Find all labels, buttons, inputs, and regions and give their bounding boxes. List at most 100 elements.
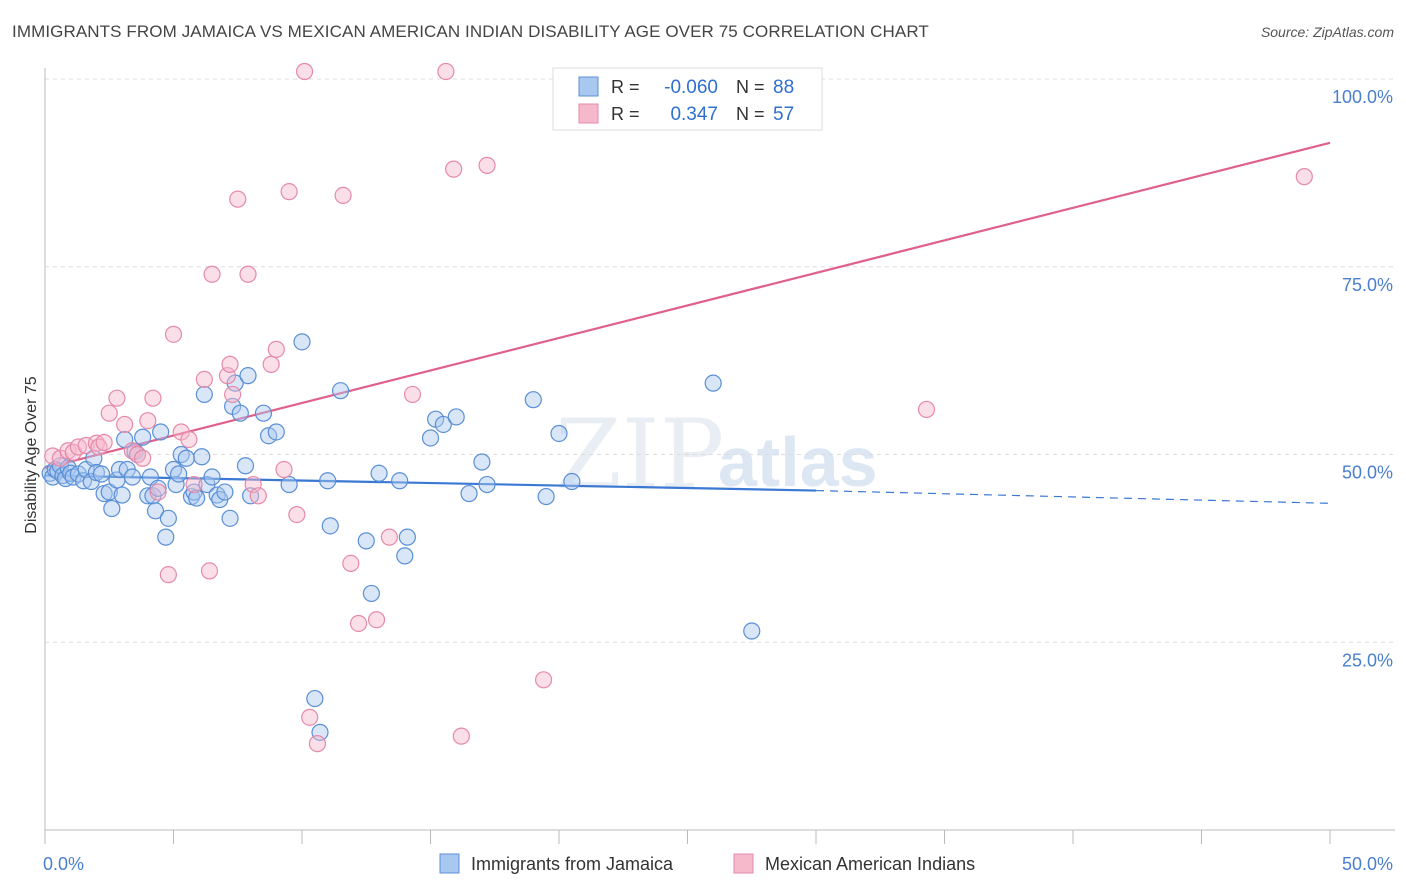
mexican-point-23 [195,370,213,388]
stats-legend: R = -0.060 N = 88 R = 0.347 N = 57 [552,67,823,131]
legend-n-label-1: N = [736,77,765,97]
jamaica-point-72 [391,472,409,490]
mexican-point-16 [144,389,162,407]
mexican-point-35 [275,460,293,479]
jamaica-point-77 [434,415,452,434]
jamaica-point-82 [524,391,542,409]
jamaica-point-79 [460,484,478,503]
jamaica-point-38 [167,475,185,494]
jamaica-point-32 [146,502,165,520]
legend-r-value-1: -0.060 [664,77,718,98]
jamaica-point-48 [203,468,221,486]
legend-swatch-pink [578,103,599,124]
mexican-point-34 [267,340,285,358]
jamaica-point-25 [123,468,141,486]
mexican-trend-line [44,141,1331,470]
mexican-point-42 [342,554,360,572]
legend-n-label-2: N = [736,104,765,124]
jamaica-point-73 [396,547,414,565]
jamaica-point-87 [743,622,761,640]
jamaica-point-86 [704,374,722,392]
jamaica-point-66 [319,472,337,490]
jamaica-point-78 [447,408,465,426]
jamaica-point-28 [134,428,152,446]
mexican-point-40 [308,735,327,753]
jamaica-point-68 [331,382,350,400]
mexican-point-24 [200,562,219,580]
mexican-point-19 [164,325,183,343]
jamaica-point-67 [321,517,339,535]
mexican-point-31 [244,475,262,494]
y-axis-label: Disability Age Over 75 [23,376,40,534]
jamaica-point-41 [177,449,195,467]
jamaica-point-36 [159,509,177,527]
series-legend-label-2: Mexican American Indians [765,854,975,874]
legend-r-value-2: 0.347 [670,104,718,125]
mexican-point-33 [262,355,280,373]
jamaica-point-44 [188,489,206,507]
mexican-point-37 [288,505,306,524]
jamaica-point-19 [103,499,121,518]
mexican-point-51 [534,671,553,689]
mexican-point-46 [403,385,422,404]
data-points [41,62,1313,753]
mexican-point-28 [224,385,242,404]
jamaica-point-34 [152,423,170,441]
legend-n-value-1: 88 [773,77,794,98]
jamaica-point-84 [550,424,568,443]
jamaica-point-57 [239,367,257,385]
mexican-point-32 [249,487,267,505]
mexican-point-30 [239,265,257,283]
y-tick-label-50: 50.0% [1342,463,1393,483]
jamaica-point-59 [254,404,273,422]
jamaica-point-39 [170,465,188,483]
mexican-point-17 [149,483,167,501]
jamaica-point-65 [311,723,329,741]
mexican-point-43 [349,614,368,633]
mexican-point-22 [185,475,203,494]
series-legend-swatch-pink [733,853,754,874]
axes [44,68,1395,844]
mexican-point-8 [95,433,113,452]
mexican-point-15 [139,412,157,430]
mexican-point-27 [221,355,239,373]
mexican-point-9 [100,404,118,422]
mexican-point-29 [229,190,247,208]
mexican-point-47 [437,62,455,81]
mexican-point-36 [280,183,298,201]
mexican-point-5 [77,436,95,455]
mexican-point-25 [203,265,221,283]
mexican-point-45 [380,528,398,546]
jamaica-point-33 [149,479,167,497]
mexican-point-41 [334,186,352,205]
jamaica-point-74 [398,528,416,546]
jamaica-trend-extension [815,489,1331,504]
jamaica-point-85 [563,472,581,491]
legend-n-value-2: 57 [773,104,794,125]
jamaica-point-71 [370,464,388,482]
jamaica-point-55 [231,404,249,422]
jamaica-point-16 [92,465,111,483]
jamaica-point-52 [221,509,239,527]
tick-labels: 25.0% 50.0% 75.0% 100.0% 0.0% 50.0% [43,87,1393,874]
series-legend-swatch-blue [439,853,460,874]
mexican-point-38 [295,62,314,81]
gridlines [45,78,1395,643]
jamaica-point-35 [157,528,175,546]
mexican-point-49 [452,727,470,745]
jamaica-point-61 [267,423,285,441]
mexican-point-44 [367,611,386,629]
jamaica-point-70 [362,584,380,603]
jamaica-point-83 [537,487,555,506]
mexican-point-53 [1295,168,1313,186]
legend-r-label-2: R = [611,104,640,124]
y-tick-label-100: 100.0% [1332,87,1393,107]
jamaica-point-80 [473,453,491,471]
series-legend-label-1: Immigrants from Jamaica [471,854,674,874]
watermark-atlas: atlas [718,423,878,501]
jamaica-point-64 [306,689,324,708]
mexican-point-10 [108,389,126,407]
x-tick-label-max: 50.0% [1342,854,1393,874]
mexican-point-14 [134,449,152,467]
